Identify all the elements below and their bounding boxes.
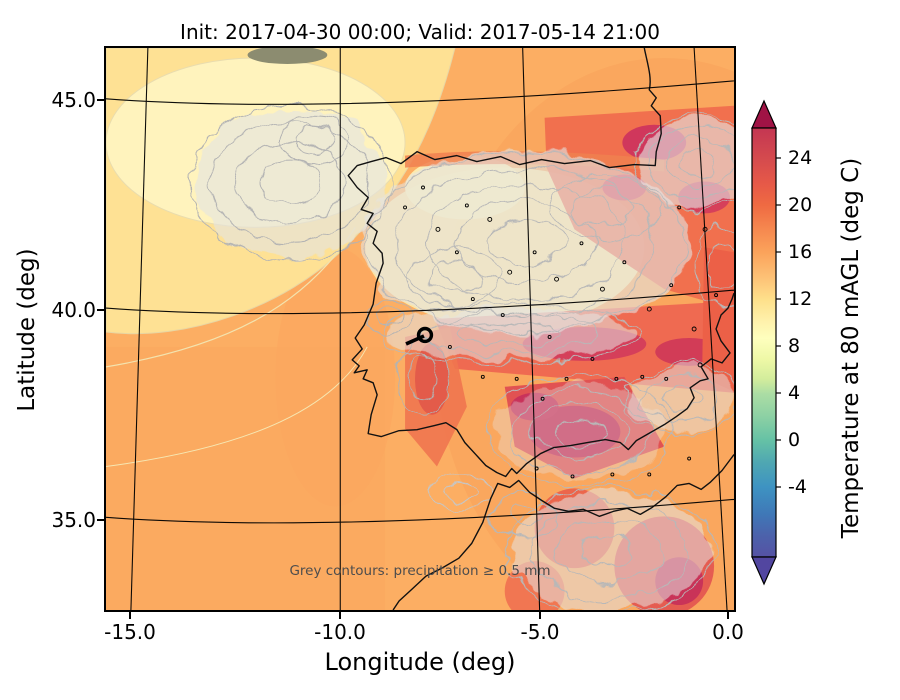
colorbar xyxy=(751,99,781,586)
cb-tick-24: 24 xyxy=(788,147,813,169)
small-contour-rings xyxy=(403,185,719,479)
cb-tick-8: 8 xyxy=(788,335,801,357)
cb-tick-12: 12 xyxy=(788,288,813,310)
x-axis-label: Longitude (deg) xyxy=(324,648,516,676)
x-tick-mark xyxy=(727,612,729,619)
cb-tick-4: 4 xyxy=(788,382,801,404)
x-tick-label-m15: -15.0 xyxy=(104,620,156,644)
y-tick-mark xyxy=(97,519,104,521)
precipitation-note: Grey contours: precipitation ≥ 0.5 mm xyxy=(289,563,551,579)
map-plot-area: Grey contours: precipitation ≥ 0.5 mm xyxy=(104,46,736,612)
y-tick-label-45: 45.0 xyxy=(51,88,96,112)
colorbar-tick-marks xyxy=(776,157,781,488)
y-tick-mark xyxy=(97,309,104,311)
x-tick-mark xyxy=(339,612,341,619)
x-tick-mark xyxy=(129,612,131,619)
cb-tick-0: 0 xyxy=(788,429,801,451)
cb-tick-20: 20 xyxy=(788,194,813,216)
x-tick-label-m10: -10.0 xyxy=(314,620,366,644)
cb-tick-m4: -4 xyxy=(788,476,807,498)
y-tick-label-35: 35.0 xyxy=(51,508,96,532)
x-tick-mark xyxy=(539,612,541,619)
x-tick-label-m5: -5.0 xyxy=(520,620,560,644)
colorbar-axis-label: Temperature at 80 mAGL (deg C) xyxy=(838,157,864,539)
cb-tick-16: 16 xyxy=(788,241,813,263)
coastline xyxy=(347,48,734,610)
y-tick-mark xyxy=(97,99,104,101)
map-canvas xyxy=(106,48,734,610)
colorbar-arrow-top xyxy=(751,99,777,129)
lat-lon-graticule xyxy=(106,48,734,610)
colorbar-gradient xyxy=(751,127,777,558)
colorbar-arrow-bottom xyxy=(751,556,777,586)
y-axis-label: Latitude (deg) xyxy=(14,248,40,412)
x-tick-label-0: 0.0 xyxy=(712,620,744,644)
y-tick-label-40: 40.0 xyxy=(51,298,96,322)
location-marker xyxy=(405,326,434,346)
plot-title: Init: 2017-04-30 00:00; Valid: 2017-05-1… xyxy=(180,20,660,44)
cloud-smudge xyxy=(247,48,328,64)
